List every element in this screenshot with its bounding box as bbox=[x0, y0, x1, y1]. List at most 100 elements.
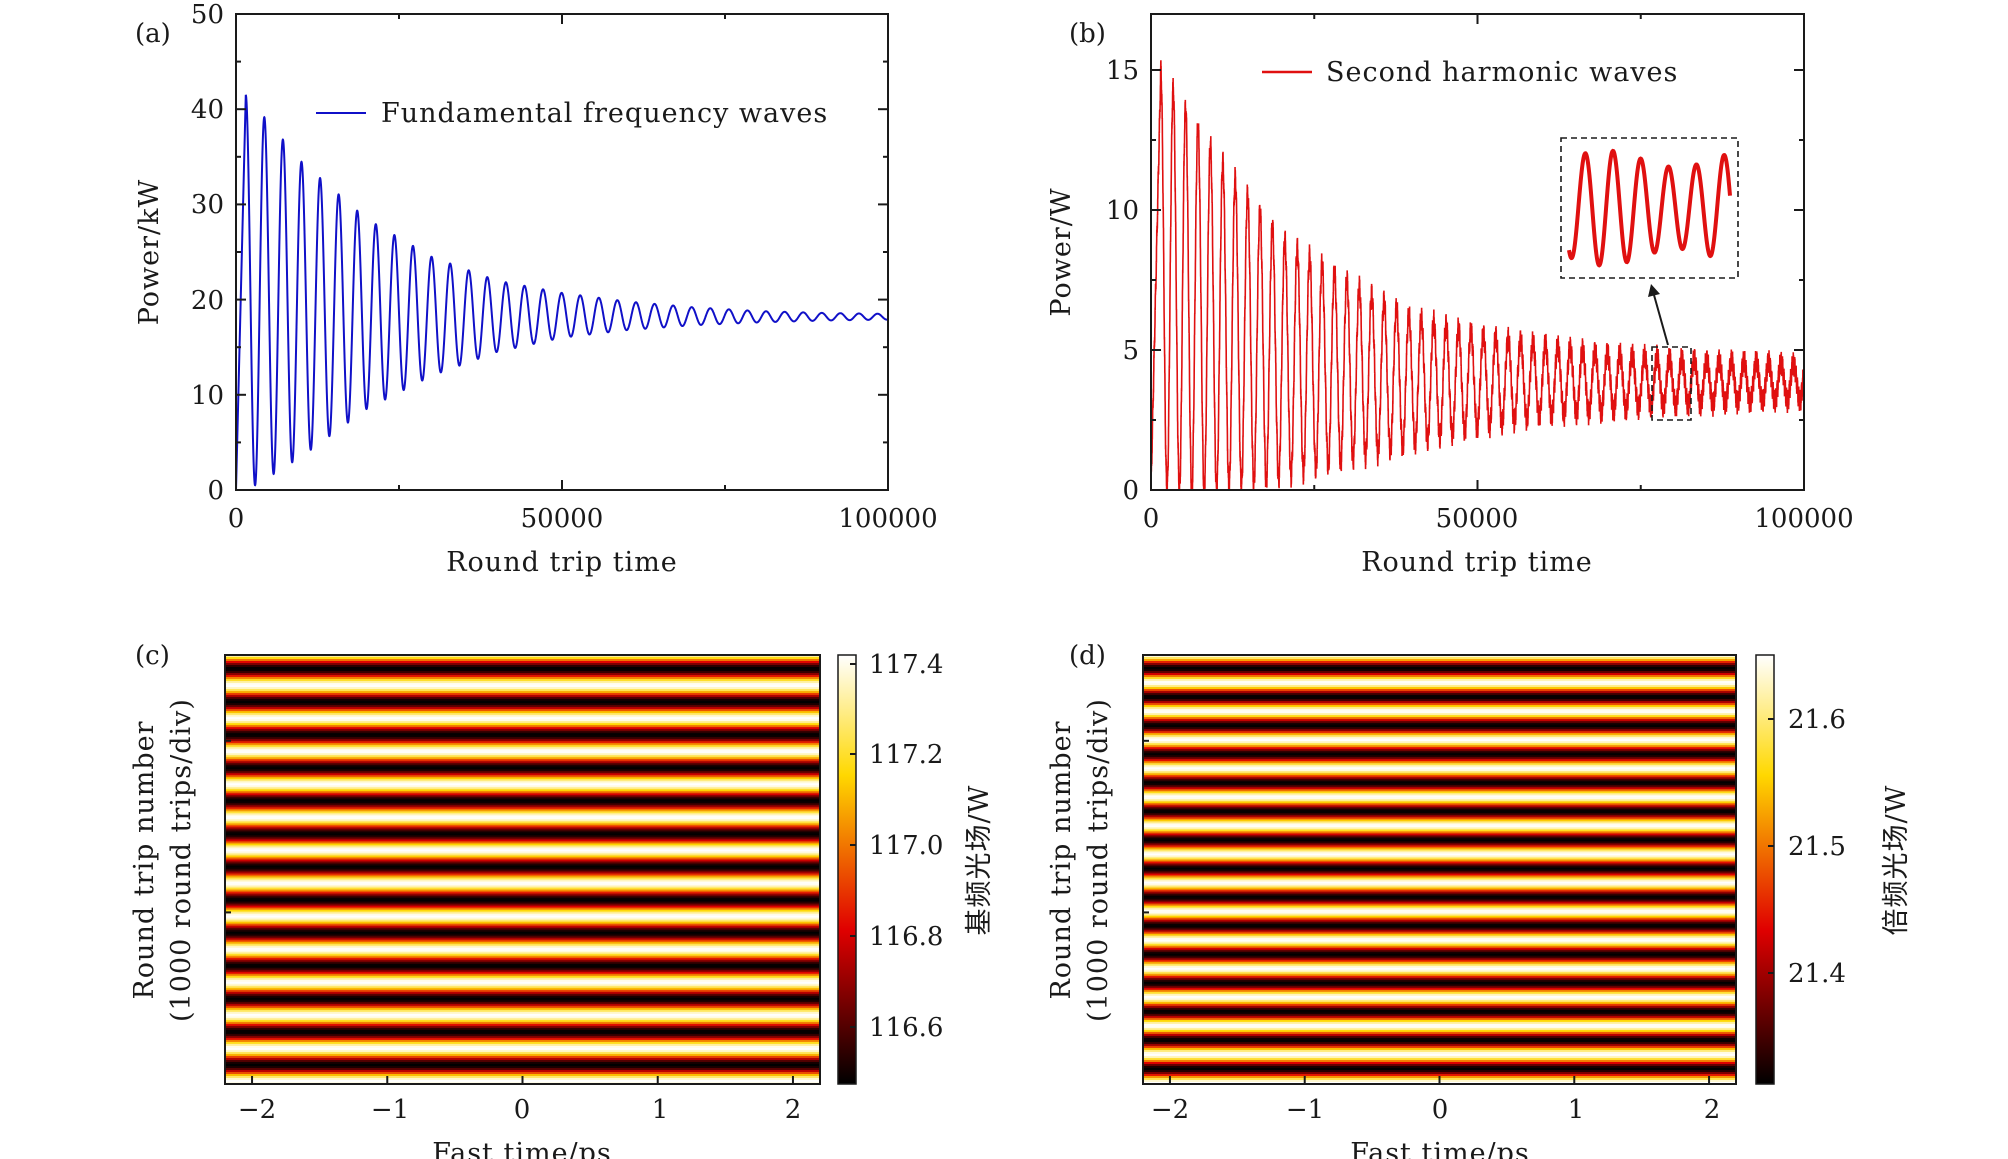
heatmap-row bbox=[1143, 1033, 1736, 1037]
y-tick-label: 15 bbox=[1106, 56, 1139, 86]
heatmap-row bbox=[225, 847, 820, 851]
heatmap-row bbox=[1143, 817, 1736, 820]
heatmap-row bbox=[225, 1067, 820, 1071]
heatmap-row bbox=[225, 927, 820, 931]
y-axis-label-line2: (1000 round trips/div) bbox=[1083, 698, 1114, 1022]
panel-c: (c) −2 −1 0 1 2 Fast time/ps Round trip … bbox=[129, 641, 995, 1159]
heatmap-row bbox=[225, 719, 820, 722]
heatmap-row bbox=[225, 799, 820, 802]
heatmap-row bbox=[225, 949, 820, 953]
heatmap-row bbox=[225, 999, 820, 1003]
heatmap-row bbox=[1143, 969, 1736, 973]
heatmap-row bbox=[1143, 957, 1736, 961]
heatmap-row bbox=[1143, 899, 1736, 903]
heatmap-row bbox=[1143, 967, 1736, 971]
heatmap-row bbox=[1143, 843, 1736, 847]
heatmap-row bbox=[1143, 659, 1736, 662]
heatmap-row bbox=[225, 801, 820, 804]
heatmap-row bbox=[1143, 761, 1736, 764]
heatmap-row bbox=[1143, 713, 1736, 716]
heatmap-row bbox=[225, 737, 820, 740]
heatmap-row bbox=[1143, 919, 1736, 923]
heatmap-row bbox=[225, 905, 820, 909]
heatmap-row bbox=[1143, 681, 1736, 684]
heatmap-row bbox=[1143, 829, 1736, 833]
heatmap-row bbox=[1143, 995, 1736, 999]
heatmap-row bbox=[225, 807, 820, 810]
heatmap-row bbox=[225, 1007, 820, 1011]
x-tick-label: 50000 bbox=[521, 504, 604, 534]
y-tick-label: 40 bbox=[191, 95, 224, 125]
heatmap-row bbox=[225, 697, 820, 700]
heatmap-row bbox=[1143, 735, 1736, 738]
heatmap-row bbox=[1143, 715, 1736, 718]
heatmap-row bbox=[225, 849, 820, 853]
heatmap-row bbox=[1143, 1001, 1736, 1005]
heatmap-row bbox=[225, 1017, 820, 1021]
heatmap-row bbox=[225, 745, 820, 748]
heatmap-row bbox=[1143, 885, 1736, 889]
heatmap-row bbox=[225, 677, 820, 680]
heatmap-row bbox=[1143, 847, 1736, 851]
x-axis-label: Round trip time bbox=[446, 547, 678, 578]
zoom-region-marker bbox=[1651, 346, 1692, 421]
heatmap-row bbox=[1143, 891, 1736, 895]
heatmap-row bbox=[1143, 795, 1736, 798]
heatmap-row bbox=[1143, 821, 1736, 824]
y-tick-label: 10 bbox=[1106, 196, 1139, 226]
heatmap-row bbox=[225, 741, 820, 744]
heatmap-row bbox=[1143, 877, 1736, 881]
heatmap-row bbox=[225, 663, 820, 666]
heatmap-row bbox=[1143, 775, 1736, 778]
heatmap-row bbox=[1143, 1061, 1736, 1065]
heatmap-row bbox=[1143, 1003, 1736, 1007]
zoom-arrow-head bbox=[1648, 284, 1660, 297]
heatmap-row bbox=[225, 969, 820, 973]
heatmap-row bbox=[225, 743, 820, 746]
heatmap-row bbox=[225, 871, 820, 875]
heatmap-row bbox=[225, 733, 820, 736]
heatmap-row bbox=[1143, 987, 1736, 991]
heatmap-row bbox=[1143, 823, 1736, 826]
heatmap-row bbox=[225, 685, 820, 688]
heatmap-row bbox=[1143, 1027, 1736, 1031]
heatmap-row bbox=[225, 691, 820, 694]
heatmap-row bbox=[1143, 773, 1736, 776]
heatmap-d bbox=[1143, 655, 1736, 1085]
heatmap-row bbox=[225, 1005, 820, 1009]
heatmap-row bbox=[225, 1027, 820, 1031]
heatmap-row bbox=[1143, 767, 1736, 770]
heatmap-row bbox=[225, 701, 820, 704]
heatmap-row bbox=[225, 705, 820, 708]
heatmap-row bbox=[225, 1033, 820, 1037]
heatmap-row bbox=[225, 917, 820, 921]
heatmap-row bbox=[1143, 655, 1736, 658]
x-axis-label: Round trip time bbox=[1361, 547, 1593, 578]
colorbar-tick-label: 117.2 bbox=[869, 740, 943, 770]
heatmap-row bbox=[1143, 723, 1736, 726]
y-tick-label: 0 bbox=[1122, 476, 1139, 506]
heatmap-row bbox=[225, 1049, 820, 1053]
heatmap-row bbox=[1143, 965, 1736, 969]
plot-frame-a bbox=[235, 13, 889, 491]
heatmap-row bbox=[1143, 691, 1736, 694]
heatmap-row bbox=[1143, 851, 1736, 855]
heatmap-row bbox=[225, 979, 820, 983]
y-tick-label: 30 bbox=[191, 190, 224, 220]
heatmap-row bbox=[225, 855, 820, 859]
heatmap-row bbox=[225, 833, 820, 837]
heatmap-row bbox=[1143, 963, 1736, 967]
heatmap-row bbox=[1143, 993, 1736, 997]
heatmap-row bbox=[1143, 859, 1736, 863]
heatmap-row bbox=[225, 813, 820, 816]
x-tick-label: −2 bbox=[238, 1095, 276, 1125]
heatmap-row bbox=[1143, 1059, 1736, 1063]
heatmap-row bbox=[1143, 1067, 1736, 1071]
heatmap-row bbox=[1143, 925, 1736, 929]
heatmap-row bbox=[225, 997, 820, 1001]
heatmap-row bbox=[1143, 961, 1736, 965]
heatmap-row bbox=[225, 717, 820, 720]
heatmap-row bbox=[1143, 669, 1736, 672]
heatmap-row bbox=[225, 1043, 820, 1047]
heatmap-row bbox=[1143, 815, 1736, 818]
